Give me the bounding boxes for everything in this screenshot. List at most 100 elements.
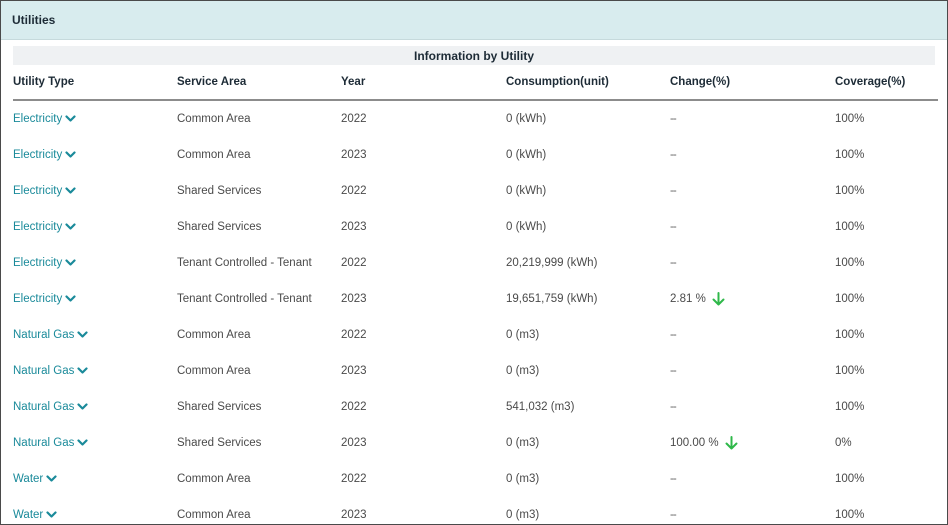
change-value: -- (670, 365, 677, 377)
change-cell: -- (670, 353, 835, 389)
utility-type-toggle[interactable]: Natural Gas (13, 437, 88, 449)
consumption-cell: 0 (m3) (506, 329, 540, 341)
utility-type-toggle[interactable]: Electricity (13, 113, 76, 125)
change-value: -- (670, 473, 677, 485)
year-cell: 2023 (341, 365, 367, 377)
service-area-cell: Common Area (177, 473, 251, 485)
change-value: -- (670, 257, 677, 269)
utility-type-toggle[interactable]: Natural Gas (13, 365, 88, 377)
consumption-cell: 0 (kWh) (506, 113, 547, 125)
utility-type-toggle[interactable]: Natural Gas (13, 329, 88, 341)
table-row: Natural Gas Shared Services 2023 0 (m3) 100.… (13, 425, 938, 461)
col-header-change[interactable]: Change(%) (670, 65, 835, 101)
chevron-down-icon[interactable] (77, 331, 88, 339)
col-header-utility-type[interactable]: Utility Type (13, 65, 177, 101)
utility-type-toggle[interactable]: Water (13, 473, 57, 485)
service-area-cell: Common Area (177, 365, 251, 377)
table-row: Natural Gas Shared Services 2022 541,032 (m… (13, 389, 938, 425)
coverage-cell: 100% (835, 401, 865, 413)
utility-type-label: Natural Gas (13, 329, 75, 341)
chevron-down-icon[interactable] (65, 187, 76, 195)
coverage-cell: 0% (835, 437, 852, 449)
utility-type-cell: Water (13, 461, 177, 497)
consumption-cell: 0 (kWh) (506, 221, 547, 233)
utility-type-cell: Electricity (13, 173, 177, 209)
chevron-down-icon[interactable] (65, 151, 76, 159)
table-header-row: Utility Type Service Area Year Consumpti… (13, 65, 938, 101)
utility-type-toggle[interactable]: Electricity (13, 293, 76, 305)
utility-type-label: Water (13, 473, 44, 485)
utility-type-toggle[interactable]: Water (13, 509, 57, 521)
consumption-cell: 0 (m3) (506, 437, 540, 449)
consumption-cell: 0 (m3) (506, 509, 540, 521)
chevron-down-icon[interactable] (46, 475, 57, 483)
table-row: Electricity Common Area 2022 0 (kWh) -- 100% (13, 100, 938, 137)
coverage-cell: 100% (835, 509, 865, 521)
change-cell: 2.81 % (670, 281, 835, 317)
chevron-down-icon[interactable] (65, 295, 76, 303)
utility-type-cell: Water (13, 497, 177, 524)
year-cell: 2023 (341, 221, 367, 233)
year-cell: 2023 (341, 149, 367, 161)
col-header-service-area[interactable]: Service Area (177, 65, 341, 101)
service-area-cell: Shared Services (177, 401, 262, 413)
change-value: -- (670, 149, 677, 161)
change-value: -- (670, 509, 677, 521)
chevron-down-icon[interactable] (46, 511, 57, 519)
arrow-down-icon (725, 436, 738, 450)
table-row: Water Common Area 2022 0 (m3) -- 100% (13, 461, 938, 497)
service-area-cell: Common Area (177, 509, 251, 521)
chevron-down-icon[interactable] (65, 223, 76, 231)
utility-type-label: Natural Gas (13, 401, 75, 413)
change-cell: -- (670, 497, 835, 524)
coverage-cell: 100% (835, 473, 865, 485)
service-area-cell: Shared Services (177, 185, 262, 197)
utility-type-label: Electricity (13, 257, 63, 269)
utility-type-cell: Natural Gas (13, 389, 177, 425)
coverage-cell: 100% (835, 293, 865, 305)
coverage-cell: 100% (835, 113, 865, 125)
utility-type-toggle[interactable]: Electricity (13, 221, 76, 233)
year-cell: 2023 (341, 437, 367, 449)
service-area-cell: Tenant Controlled - Tenant (177, 293, 312, 305)
chevron-down-icon[interactable] (77, 439, 88, 447)
change-value: -- (670, 329, 677, 341)
utility-type-cell: Electricity (13, 209, 177, 245)
year-cell: 2023 (341, 509, 367, 521)
chevron-down-icon[interactable] (65, 259, 76, 267)
utility-type-toggle[interactable]: Electricity (13, 149, 76, 161)
utility-type-toggle[interactable]: Electricity (13, 257, 76, 269)
consumption-cell: 0 (kWh) (506, 185, 547, 197)
year-cell: 2022 (341, 473, 367, 485)
table-row: Electricity Shared Services 2022 0 (kWh) -- 1… (13, 173, 938, 209)
change-cell: -- (670, 209, 835, 245)
change-value: -- (670, 185, 677, 197)
chevron-down-icon[interactable] (65, 115, 76, 123)
change-value: -- (670, 221, 677, 233)
table-row: Natural Gas Common Area 2022 0 (m3) -- 100% (13, 317, 938, 353)
table-row: Natural Gas Common Area 2023 0 (m3) -- 100% (13, 353, 938, 389)
change-cell: -- (670, 461, 835, 497)
coverage-cell: 100% (835, 329, 865, 341)
consumption-cell: 0 (m3) (506, 365, 540, 377)
change-cell: -- (670, 317, 835, 353)
col-header-coverage[interactable]: Coverage(%) (835, 65, 938, 101)
change-cell: -- (670, 100, 835, 137)
coverage-cell: 100% (835, 221, 865, 233)
year-cell: 2022 (341, 257, 367, 269)
change-cell: -- (670, 137, 835, 173)
year-cell: 2022 (341, 113, 367, 125)
col-header-year[interactable]: Year (341, 65, 506, 101)
utility-type-label: Electricity (13, 113, 63, 125)
utility-type-toggle[interactable]: Electricity (13, 185, 76, 197)
service-area-cell: Common Area (177, 329, 251, 341)
utility-type-label: Water (13, 509, 44, 521)
consumption-cell: 541,032 (m3) (506, 401, 575, 413)
utility-type-toggle[interactable]: Natural Gas (13, 401, 88, 413)
chevron-down-icon[interactable] (77, 403, 88, 411)
chevron-down-icon[interactable] (77, 367, 88, 375)
consumption-cell: 19,651,759 (kWh) (506, 293, 598, 305)
col-header-consumption[interactable]: Consumption(unit) (506, 65, 670, 101)
year-cell: 2022 (341, 401, 367, 413)
